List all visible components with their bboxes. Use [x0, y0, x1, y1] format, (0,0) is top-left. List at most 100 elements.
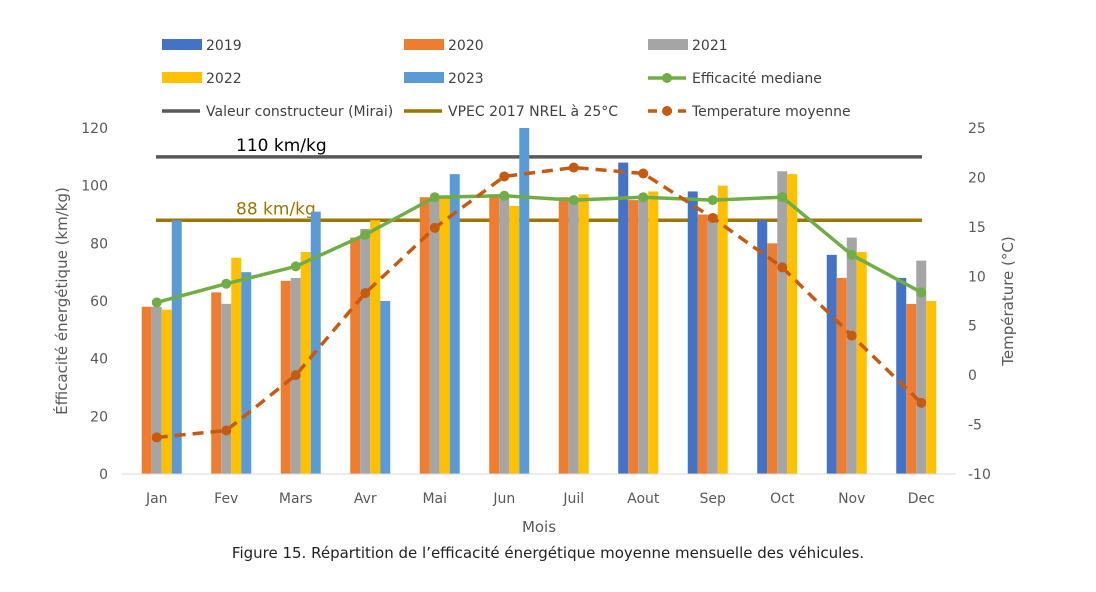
bar [350, 237, 361, 474]
y2-tick-label: 0 [968, 368, 977, 384]
bar [717, 185, 728, 474]
bars [141, 128, 937, 475]
x-tick-label: Oct [770, 491, 795, 507]
bar [380, 301, 391, 474]
bar [519, 128, 530, 474]
legend-label: 2023 [448, 71, 484, 87]
series-point [290, 370, 301, 381]
x-tick-label: Fev [214, 491, 238, 507]
series-point [151, 297, 162, 308]
x-tick-label: Mars [279, 491, 313, 507]
bar [836, 277, 847, 474]
legend-marker [662, 73, 672, 83]
bar [687, 191, 698, 474]
y-tick-label: 20 [90, 409, 108, 425]
x-tick-label: Sep [700, 491, 727, 507]
bar [300, 251, 311, 474]
bar [648, 191, 659, 474]
series-point [777, 192, 788, 203]
y2-tick-label: 20 [968, 170, 986, 186]
bar [241, 272, 252, 474]
series-point [499, 171, 510, 182]
y2-tick-label: 15 [968, 220, 986, 236]
legend-swatch [162, 39, 202, 50]
x-tick-label: Aout [627, 491, 660, 507]
reference-label: 88 km/kg [236, 199, 316, 219]
legend-label: 2022 [206, 71, 242, 87]
bar [777, 171, 788, 474]
y-tick-label: 80 [90, 236, 108, 252]
bar [231, 257, 242, 474]
bar [310, 211, 321, 474]
bar [767, 243, 778, 474]
bar [787, 174, 798, 474]
y2-tick-label: -5 [968, 418, 982, 434]
series-point [221, 278, 232, 289]
legend-swatch [648, 39, 688, 50]
bar [618, 162, 629, 474]
bar [171, 220, 182, 474]
legend-label: Temperature moyenne [691, 104, 851, 120]
bar [499, 194, 510, 475]
series-point [221, 425, 232, 436]
y2-tick-label: 5 [968, 319, 977, 335]
series-point [707, 195, 718, 206]
series-point [846, 330, 857, 341]
bar [161, 309, 172, 474]
line-series [151, 162, 927, 443]
legend-label: 2021 [692, 38, 728, 54]
series-point [429, 222, 440, 233]
bar [489, 194, 500, 475]
bar [439, 197, 450, 474]
series-point [777, 262, 788, 273]
series-line [156, 194, 923, 305]
legend-swatch [404, 72, 444, 83]
y2-tick-label: 25 [968, 121, 986, 137]
series-point [707, 212, 718, 223]
bar [707, 214, 718, 474]
legend-label: VPEC 2017 NREL à 25°C [448, 104, 618, 120]
series-point [916, 287, 927, 298]
bar [628, 200, 639, 475]
bar [926, 301, 937, 474]
series-point [499, 190, 510, 201]
series-point [568, 162, 579, 173]
reference-lines: 110 km/kg 88 km/kg [156, 136, 922, 223]
y-tick-label: 100 [81, 179, 108, 195]
bar [221, 303, 232, 474]
bar [360, 228, 371, 474]
y-tick-label: 40 [90, 352, 108, 368]
series-point [429, 192, 440, 203]
bar [280, 280, 291, 474]
bar [846, 237, 857, 474]
bar [449, 174, 460, 474]
series-point [360, 229, 371, 240]
bar [429, 197, 440, 474]
series-point [638, 168, 649, 179]
bar [419, 197, 430, 474]
y-tick-label: 60 [90, 294, 108, 310]
bar [578, 194, 589, 475]
series-point [638, 192, 649, 203]
bar [916, 260, 927, 474]
x-axis-title: Mois [522, 518, 556, 536]
legend-label: 2020 [448, 38, 484, 54]
bar [856, 251, 867, 474]
bar [568, 197, 579, 474]
series-point [360, 288, 371, 299]
y-tick-label: 0 [99, 467, 108, 483]
legend-label: Valeur constructeur (Mirai) [206, 104, 393, 120]
y-tick-label: 120 [81, 121, 108, 137]
x-tick-label: Nov [838, 491, 865, 507]
bar [826, 254, 837, 474]
series-point [151, 432, 162, 443]
legend-marker [662, 106, 672, 116]
bar [370, 220, 381, 474]
series-point [916, 397, 927, 408]
y-axis-title: Éfficacité énergétique (km/kg) [52, 187, 71, 415]
bar [151, 306, 162, 474]
bar [638, 197, 649, 474]
y2-axis-title: Température (°C) [999, 236, 1017, 366]
bar [697, 214, 708, 474]
axes: 0 20 40 60 80 100 120 -10 -5 0 5 10 15 20 25 Jan Fev Mars… [52, 121, 1017, 536]
